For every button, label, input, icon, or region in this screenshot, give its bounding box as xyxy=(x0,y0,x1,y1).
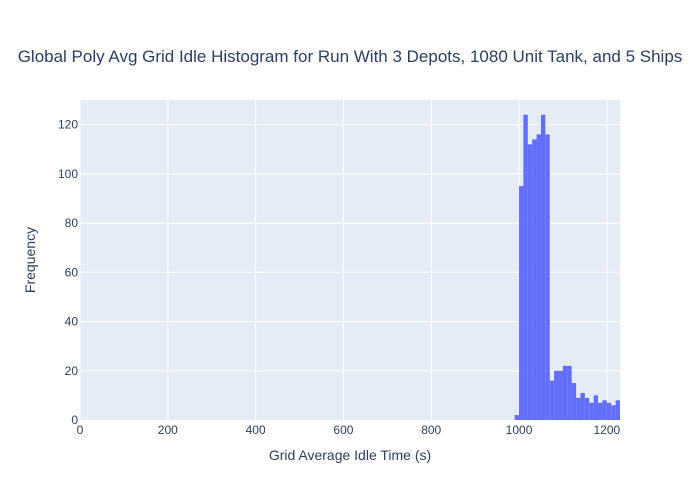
x-tick-label: 800 xyxy=(421,423,441,437)
x-tick-label: 400 xyxy=(246,423,266,437)
x-axis-ticks: 0 200 400 600 800 1000 1200 xyxy=(77,423,621,437)
y-axis-ticks: 0 20 40 60 80 100 120 xyxy=(58,118,78,427)
histogram-bar xyxy=(562,365,568,420)
histogram-bar xyxy=(532,139,537,420)
x-tick-label: 1000 xyxy=(506,423,533,437)
histogram-bar xyxy=(615,400,620,420)
x-axis-title: Grid Average Idle Time (s) xyxy=(269,447,431,463)
histogram-bar xyxy=(527,144,533,421)
y-tick-label: 20 xyxy=(65,364,79,378)
x-tick-label: 200 xyxy=(158,423,178,437)
chart-title: Global Poly Avg Grid Idle Histogram for … xyxy=(18,47,683,66)
histogram-bar xyxy=(558,370,563,420)
y-tick-label: 60 xyxy=(65,265,79,279)
histogram-bar xyxy=(567,365,572,420)
histogram-bar xyxy=(611,405,616,420)
histogram-bar xyxy=(545,134,550,420)
x-tick-label: 1200 xyxy=(593,423,620,437)
grid-lines xyxy=(79,100,620,420)
y-tick-label: 40 xyxy=(65,315,79,329)
x-tick-label: 600 xyxy=(333,423,353,437)
histogram-bar xyxy=(606,402,612,420)
histogram-bar xyxy=(514,415,520,420)
histogram-bar xyxy=(523,114,528,421)
histogram-bar xyxy=(554,370,559,420)
histogram-bar xyxy=(593,395,599,420)
histogram-bar xyxy=(589,402,594,420)
y-tick-label: 100 xyxy=(58,167,78,181)
y-tick-label: 120 xyxy=(58,118,78,132)
histogram-bar xyxy=(549,380,555,420)
y-tick-label: 0 xyxy=(71,413,78,427)
histogram-bar xyxy=(540,114,546,421)
y-axis-title: Frequency xyxy=(22,227,38,293)
histogram-bar xyxy=(584,397,590,420)
histogram-bar xyxy=(598,402,603,420)
histogram-bar xyxy=(571,383,577,420)
histogram-bar xyxy=(519,186,524,420)
histogram-bar xyxy=(602,400,607,420)
histogram-bar xyxy=(580,392,585,420)
x-tick-label: 0 xyxy=(77,423,84,437)
histogram-bar xyxy=(576,397,581,420)
histogram-bar xyxy=(536,134,541,420)
histogram-bars xyxy=(514,114,620,421)
y-tick-label: 80 xyxy=(65,216,79,230)
